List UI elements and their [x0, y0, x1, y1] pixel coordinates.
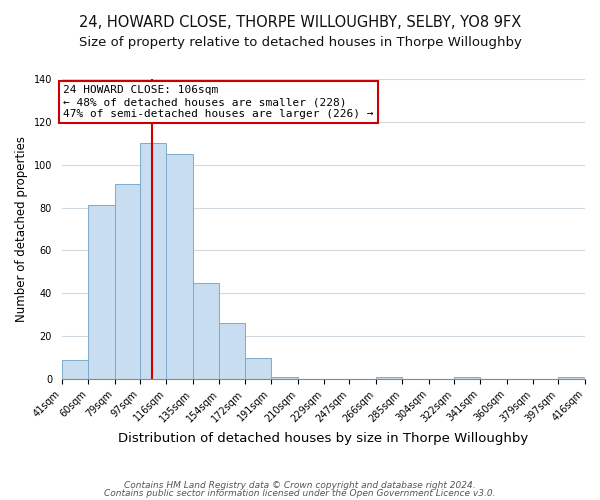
Bar [271, 377, 298, 379]
Text: Contains HM Land Registry data © Crown copyright and database right 2024.: Contains HM Land Registry data © Crown c… [124, 480, 476, 490]
Bar [454, 377, 481, 379]
Bar [166, 154, 193, 379]
Text: Contains public sector information licensed under the Open Government Licence v3: Contains public sector information licen… [104, 489, 496, 498]
Bar [220, 324, 245, 379]
Bar [245, 358, 271, 379]
X-axis label: Distribution of detached houses by size in Thorpe Willoughby: Distribution of detached houses by size … [118, 432, 529, 445]
Bar [559, 377, 585, 379]
Bar [140, 144, 166, 379]
Text: Size of property relative to detached houses in Thorpe Willoughby: Size of property relative to detached ho… [79, 36, 521, 49]
Bar [376, 377, 402, 379]
Text: 24 HOWARD CLOSE: 106sqm
← 48% of detached houses are smaller (228)
47% of semi-d: 24 HOWARD CLOSE: 106sqm ← 48% of detache… [63, 86, 374, 118]
Text: 24, HOWARD CLOSE, THORPE WILLOUGHBY, SELBY, YO8 9FX: 24, HOWARD CLOSE, THORPE WILLOUGHBY, SEL… [79, 15, 521, 30]
Y-axis label: Number of detached properties: Number of detached properties [15, 136, 28, 322]
Bar [62, 360, 88, 379]
Bar [115, 184, 140, 379]
Bar [88, 206, 115, 379]
Bar [193, 282, 220, 379]
